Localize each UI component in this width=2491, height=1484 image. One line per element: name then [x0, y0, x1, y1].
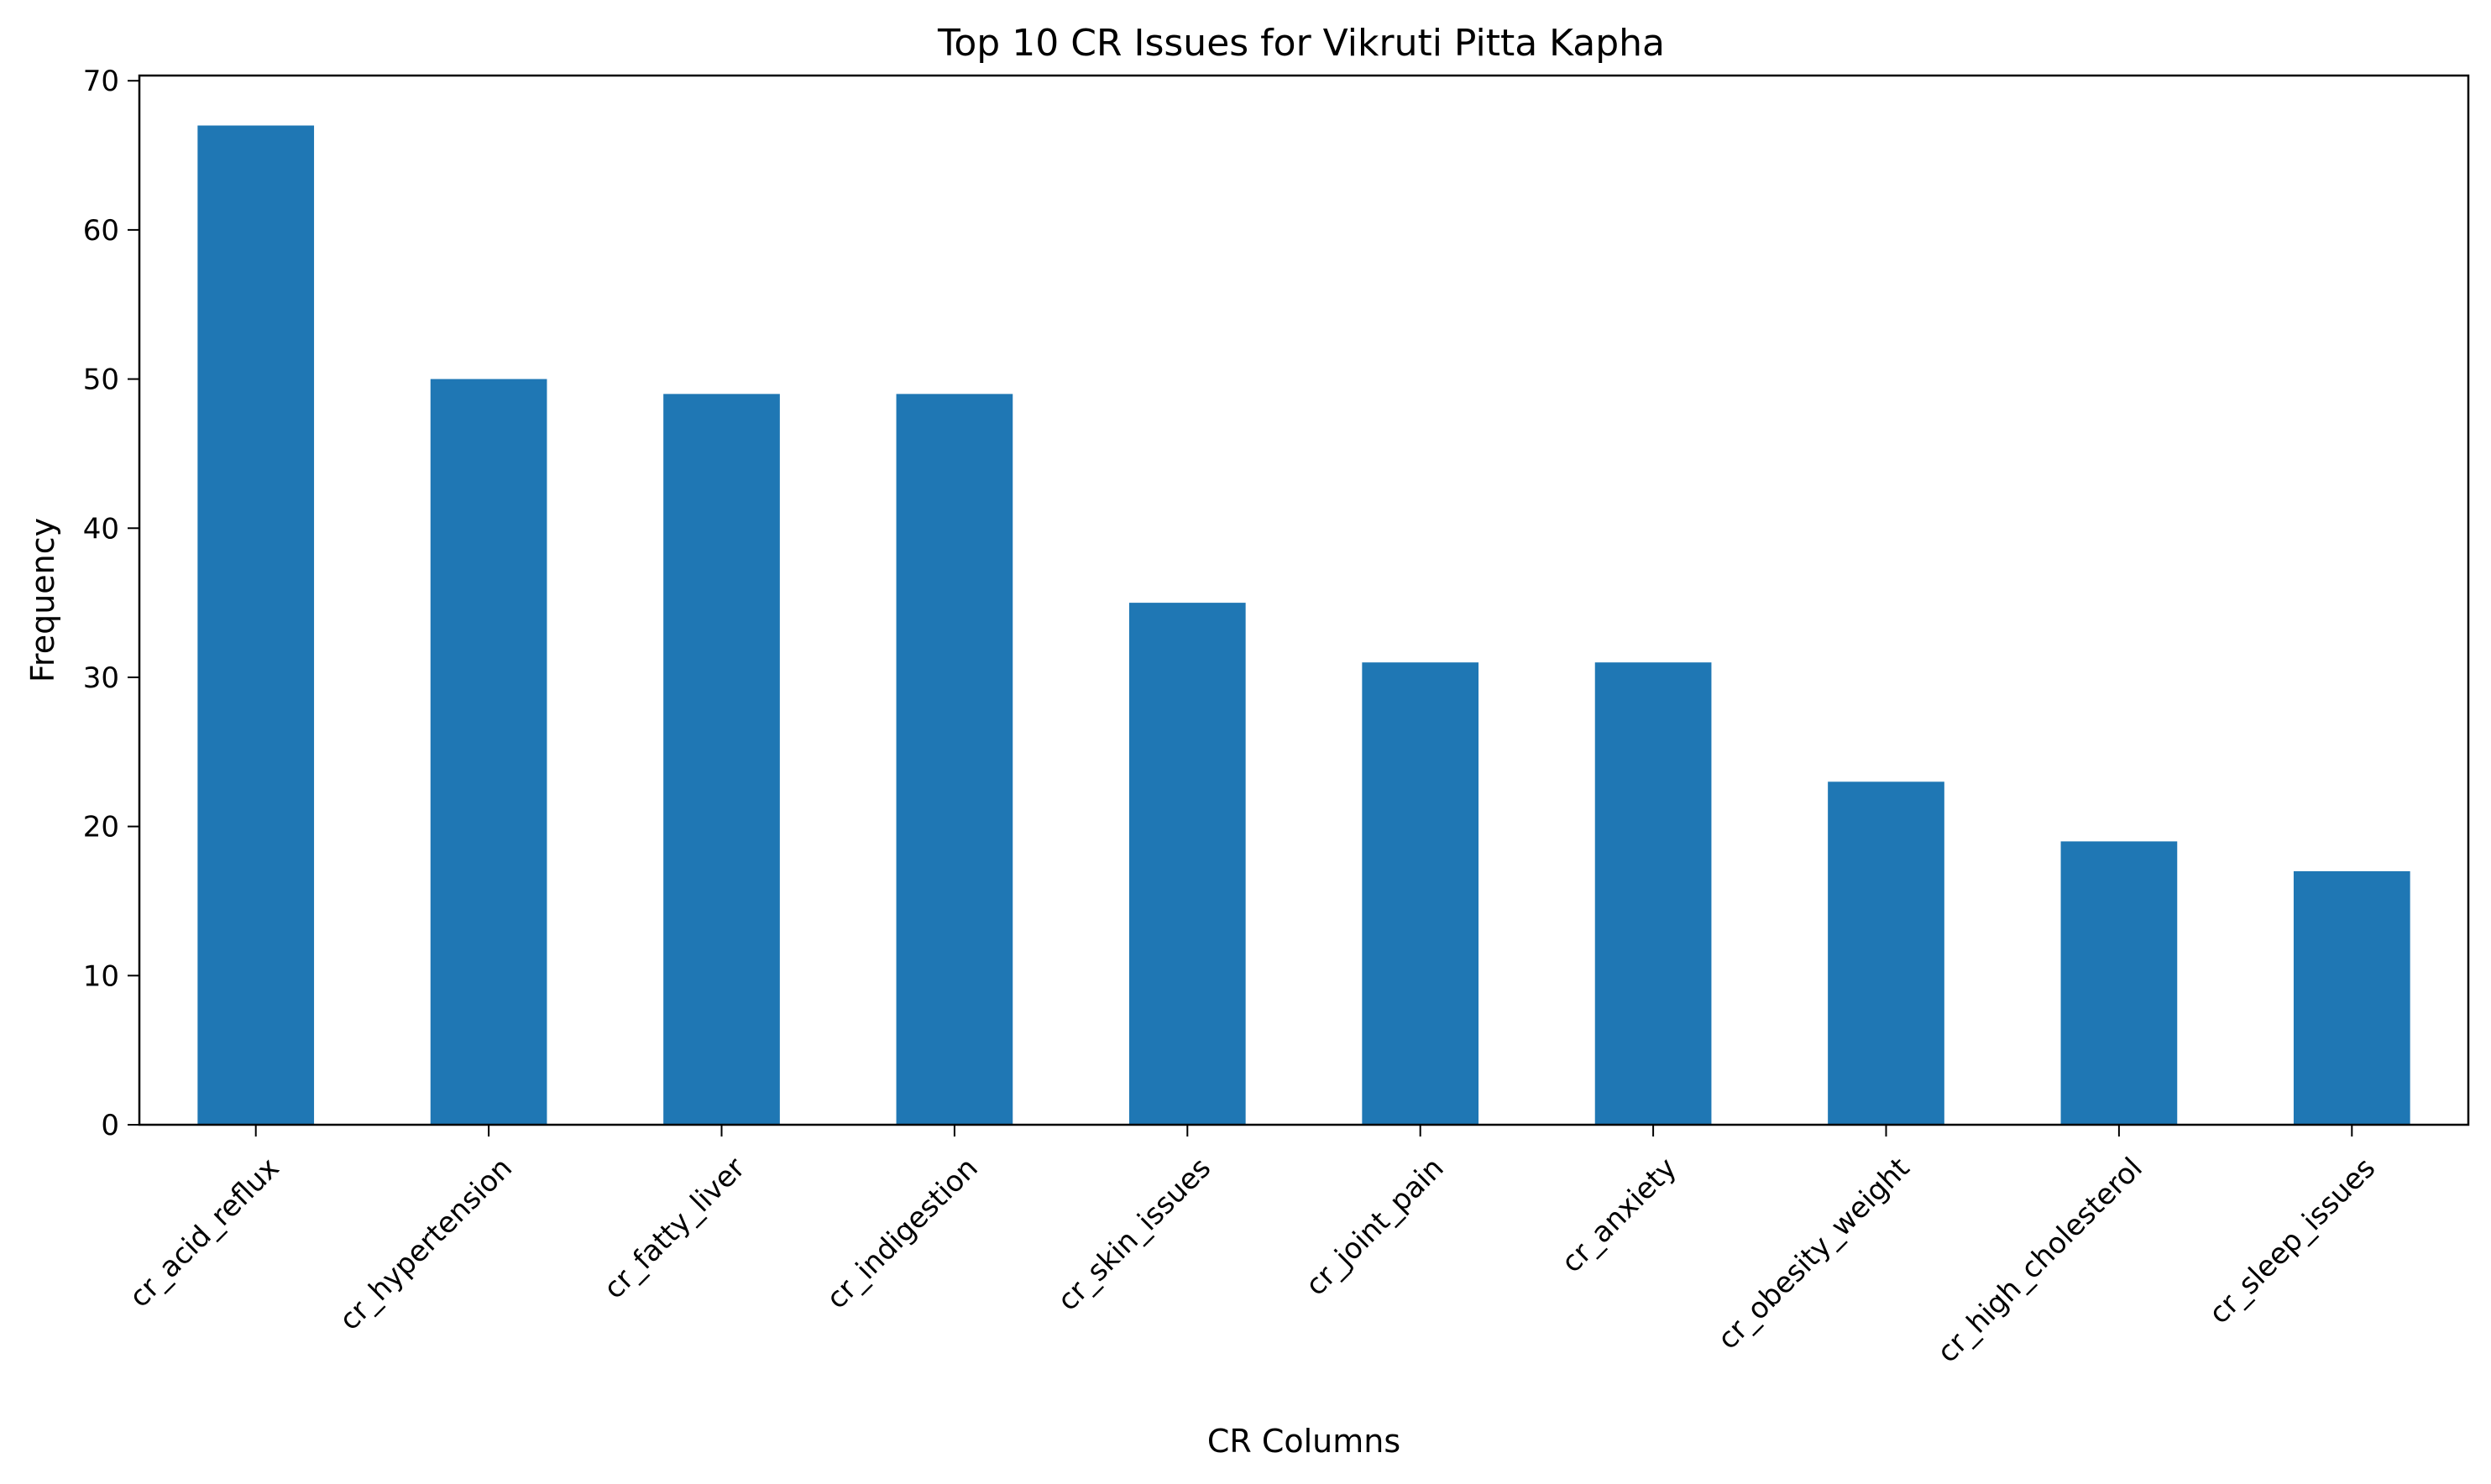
y-axis-label: Frequency: [24, 518, 61, 682]
y-tick-label: 40: [83, 512, 119, 546]
x-tick-label-cr-high-cholesterol: cr_high_cholesterol: [1931, 1152, 2149, 1370]
y-tick-label: 20: [83, 811, 119, 844]
y-tick-label: 10: [83, 959, 119, 993]
y-tick-label: 50: [83, 363, 119, 397]
bar-cr-indigestion: [896, 394, 1013, 1125]
x-tick-label-cr-fatty-liver: cr_fatty_liver: [597, 1152, 751, 1306]
x-tick-label-cr-indigestion: cr_indigestion: [820, 1152, 985, 1316]
x-tick-label-cr-hypertension: cr_hypertension: [333, 1152, 519, 1337]
x-tick-label-cr-joint-pain: cr_joint_pain: [1300, 1152, 1451, 1303]
chart-title: Top 10 CR Issues for Vikruti Pitta Kapha: [937, 22, 1665, 65]
x-tick-label-cr-obesity-weight: cr_obesity_weight: [1711, 1152, 1916, 1356]
y-tick-label: 0: [101, 1109, 119, 1142]
bar-cr-obesity-weight: [1828, 781, 1944, 1125]
x-tick-label-cr-anxiety: cr_anxiety: [1555, 1152, 1683, 1280]
bar-cr-joint-pain: [1362, 662, 1479, 1125]
bar-cr-fatty-liver: [663, 394, 780, 1125]
x-tick-label-cr-acid-reflux: cr_acid_reflux: [123, 1152, 286, 1314]
y-tick-label: 60: [83, 214, 119, 248]
x-axis-label: CR Columns: [1207, 1423, 1400, 1460]
bar-cr-acid-reflux: [197, 125, 315, 1125]
x-tick-label-cr-sleep-issues: cr_sleep_issues: [2202, 1152, 2382, 1331]
bar-cr-high-cholesterol: [2060, 841, 2178, 1125]
x-axis: cr_acid_reflux cr_hypertension cr_fatty_li…: [123, 1125, 2382, 1370]
y-axis: 0 10 20 30 40 50 60 70: [83, 65, 139, 1142]
bar-cr-hypertension: [430, 379, 547, 1125]
bars-group: [197, 125, 2410, 1125]
bar-cr-anxiety: [1594, 662, 1712, 1125]
x-tick-label-cr-skin-issues: cr_skin_issues: [1051, 1152, 1217, 1318]
bar-cr-sleep-issues: [2293, 870, 2410, 1125]
bar-cr-skin-issues: [1128, 603, 1246, 1125]
plot-frame: [138, 74, 2470, 1126]
y-tick-label: 70: [83, 65, 119, 98]
y-tick-label: 30: [83, 661, 119, 695]
